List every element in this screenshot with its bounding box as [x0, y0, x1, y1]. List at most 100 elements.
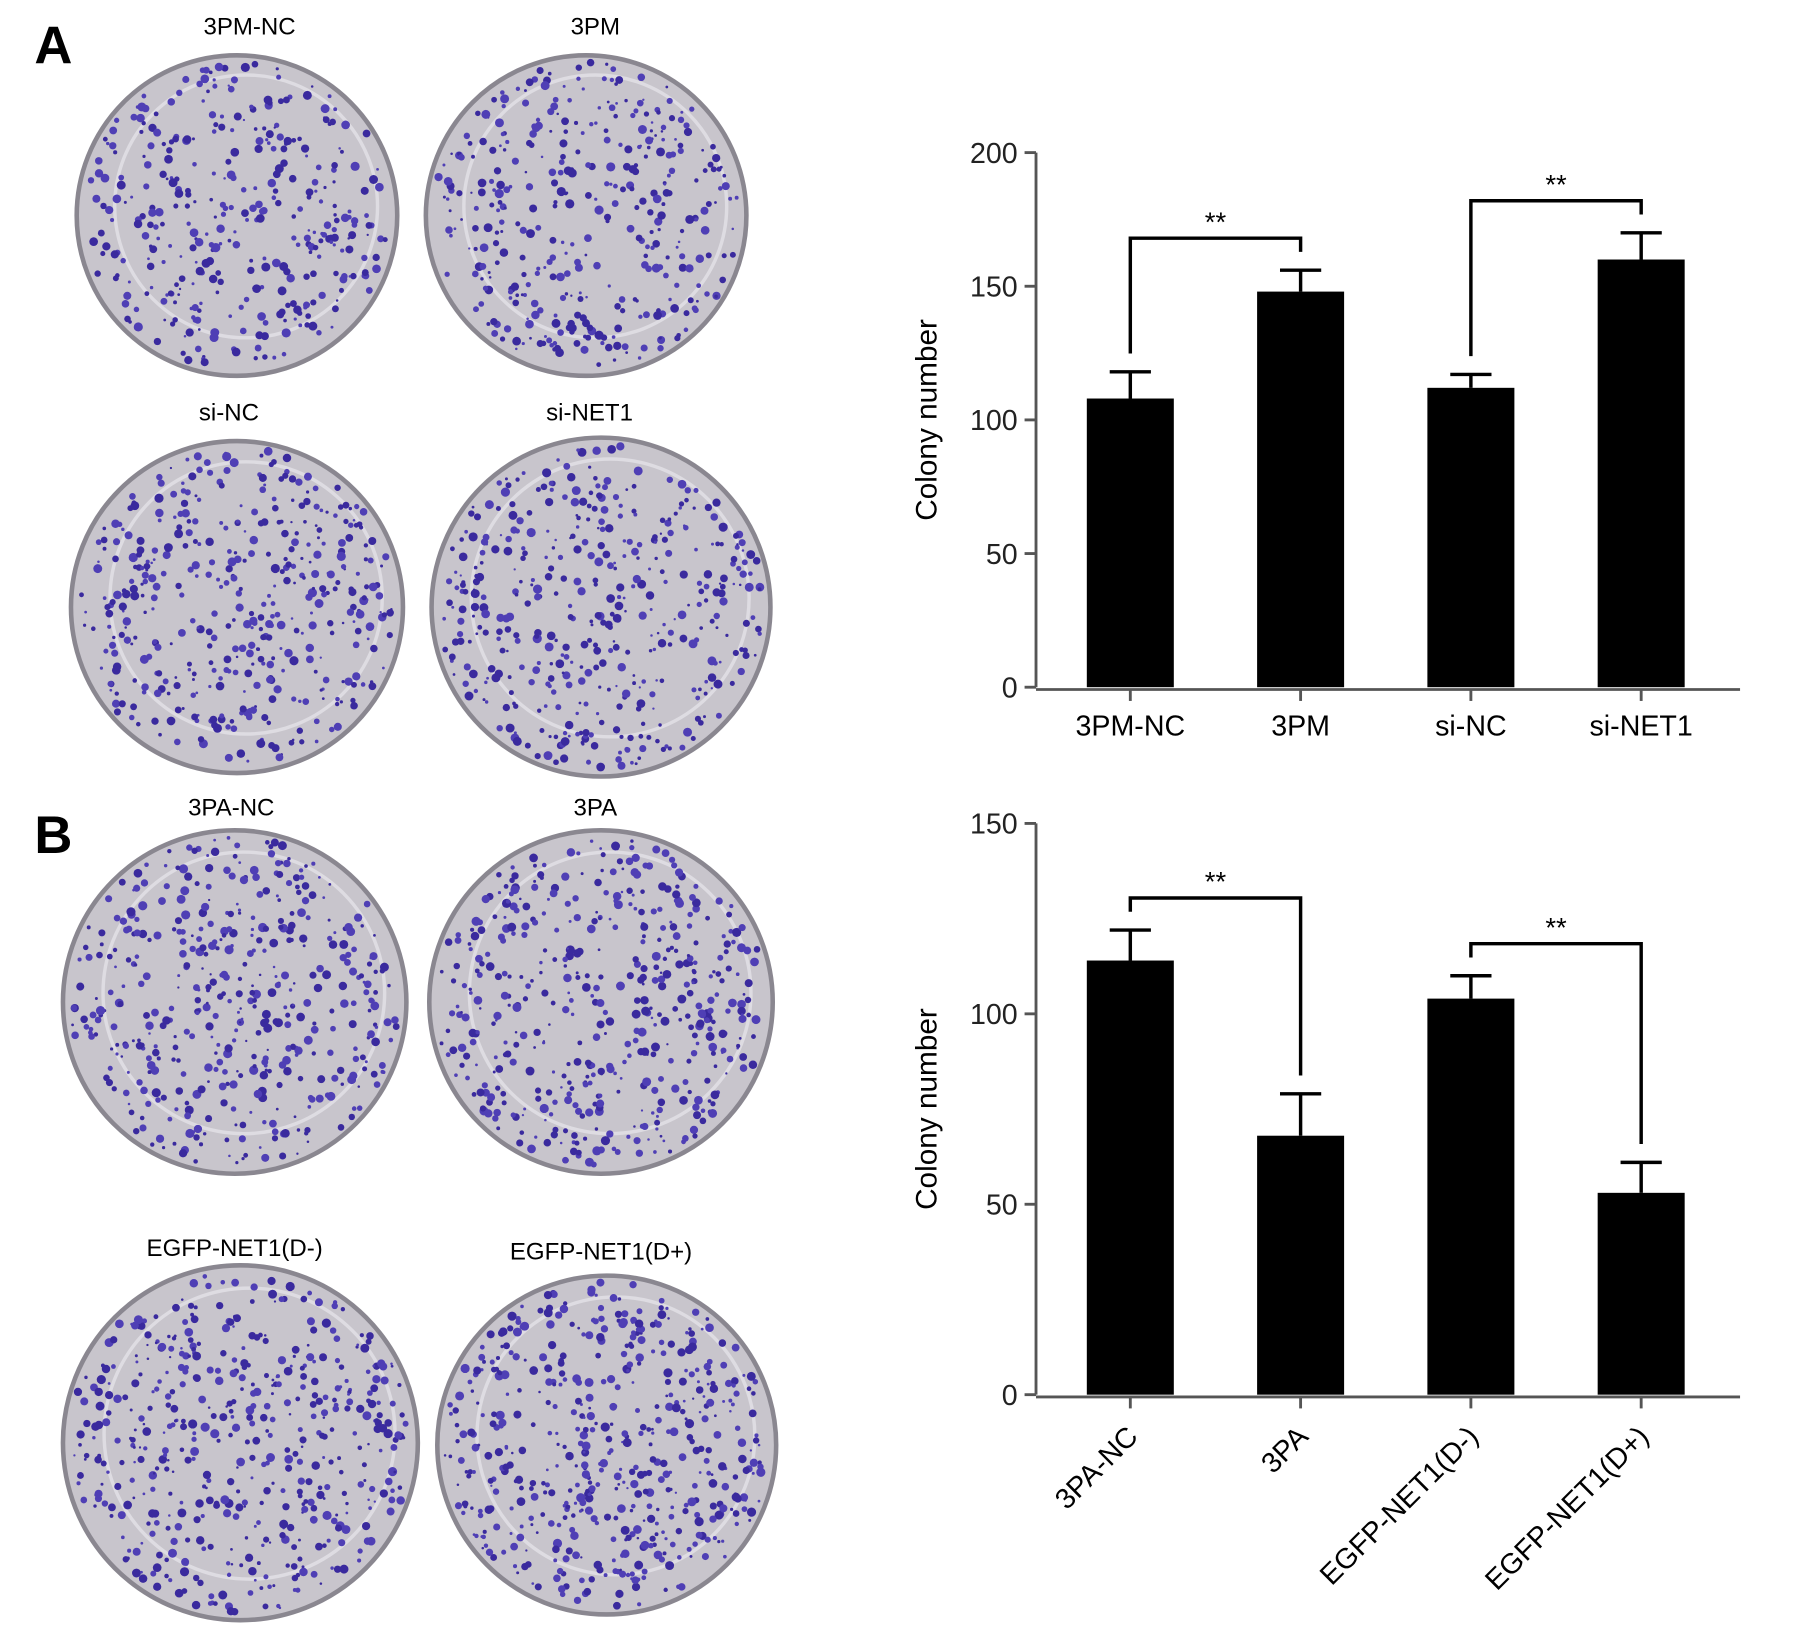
- colony: [678, 263, 687, 272]
- colony: [141, 689, 147, 695]
- colony: [613, 1472, 622, 1481]
- colony: [675, 960, 684, 969]
- colony: [621, 1310, 629, 1318]
- colony: [449, 233, 453, 238]
- colony: [210, 634, 218, 642]
- y-axis-label: Colony number: [910, 1008, 943, 1210]
- colony: [640, 1540, 650, 1550]
- colony: [565, 324, 573, 332]
- colony: [193, 1159, 198, 1164]
- colony: [347, 209, 352, 214]
- colony: [402, 1420, 409, 1427]
- colony: [340, 1306, 346, 1312]
- colony: [731, 1377, 739, 1385]
- colony: [712, 660, 718, 666]
- colony: [94, 169, 104, 178]
- colony: [549, 236, 557, 244]
- colony: [461, 1510, 466, 1516]
- colony: [683, 327, 689, 333]
- colony: [252, 1436, 261, 1445]
- colony: [131, 500, 137, 506]
- colony: [450, 978, 457, 984]
- colony: [108, 641, 117, 649]
- colony: [160, 570, 167, 577]
- colony: [226, 1572, 232, 1578]
- colony: [112, 662, 122, 671]
- colony: [102, 136, 108, 142]
- colony: [655, 738, 660, 744]
- colony: [305, 490, 310, 494]
- colony: [652, 845, 661, 854]
- colony: [308, 560, 312, 564]
- colony: [594, 557, 604, 567]
- colony: [247, 997, 255, 1005]
- colony: [667, 1340, 675, 1348]
- colony: [584, 668, 593, 677]
- colony: [107, 1382, 111, 1385]
- colony: [288, 1412, 292, 1416]
- colony: [284, 648, 293, 658]
- colony: [196, 1341, 202, 1347]
- colony: [715, 712, 722, 719]
- colony: [232, 669, 239, 676]
- colony: [703, 598, 709, 603]
- colony: [266, 675, 274, 684]
- colony: [503, 1342, 510, 1350]
- colony: [633, 512, 638, 517]
- colony: [230, 875, 235, 880]
- colony: [352, 1055, 360, 1063]
- colony: [326, 1538, 331, 1543]
- colony: [150, 561, 153, 565]
- colony: [295, 1396, 301, 1402]
- colony: [668, 297, 672, 302]
- colony: [152, 1048, 160, 1057]
- colony: [114, 1482, 122, 1491]
- colony: [629, 1333, 637, 1341]
- colony: [162, 551, 171, 560]
- colony: [261, 1009, 271, 1019]
- colony: [744, 582, 754, 592]
- colony: [199, 944, 207, 952]
- colony: [606, 162, 616, 172]
- colony: [612, 613, 622, 623]
- colony: [184, 1456, 192, 1464]
- colony: [598, 685, 602, 689]
- colony: [528, 1515, 534, 1521]
- colony: [122, 589, 131, 599]
- colony: [179, 1447, 185, 1453]
- colony: [509, 1532, 513, 1536]
- colony: [158, 1455, 168, 1464]
- y-tick-label: 50: [986, 539, 1018, 571]
- colony: [233, 1314, 241, 1323]
- colony: [508, 1350, 514, 1356]
- colony: [596, 492, 603, 500]
- colony: [730, 555, 738, 563]
- colony: [524, 1561, 532, 1568]
- colony: [712, 970, 716, 974]
- colony: [211, 171, 216, 176]
- colony: [635, 1327, 641, 1332]
- colony: [481, 109, 491, 119]
- colony: [310, 270, 317, 278]
- colony: [653, 1022, 657, 1027]
- colony: [629, 186, 635, 192]
- colony: [611, 200, 619, 207]
- colony: [469, 669, 478, 679]
- colony: [230, 174, 237, 182]
- colony: [742, 992, 746, 996]
- colony: [685, 214, 695, 224]
- colony: [100, 536, 108, 544]
- colony: [560, 575, 568, 582]
- colony: [255, 214, 265, 223]
- colony: [511, 872, 519, 880]
- colony: [495, 1410, 505, 1420]
- colony: [191, 1130, 196, 1134]
- colony: [368, 1506, 372, 1510]
- colony: [695, 695, 701, 701]
- colony: [278, 1296, 285, 1303]
- colony: [597, 542, 605, 550]
- colony: [258, 626, 264, 632]
- colony: [193, 452, 202, 461]
- colony: [690, 1049, 698, 1057]
- colony: [242, 118, 246, 122]
